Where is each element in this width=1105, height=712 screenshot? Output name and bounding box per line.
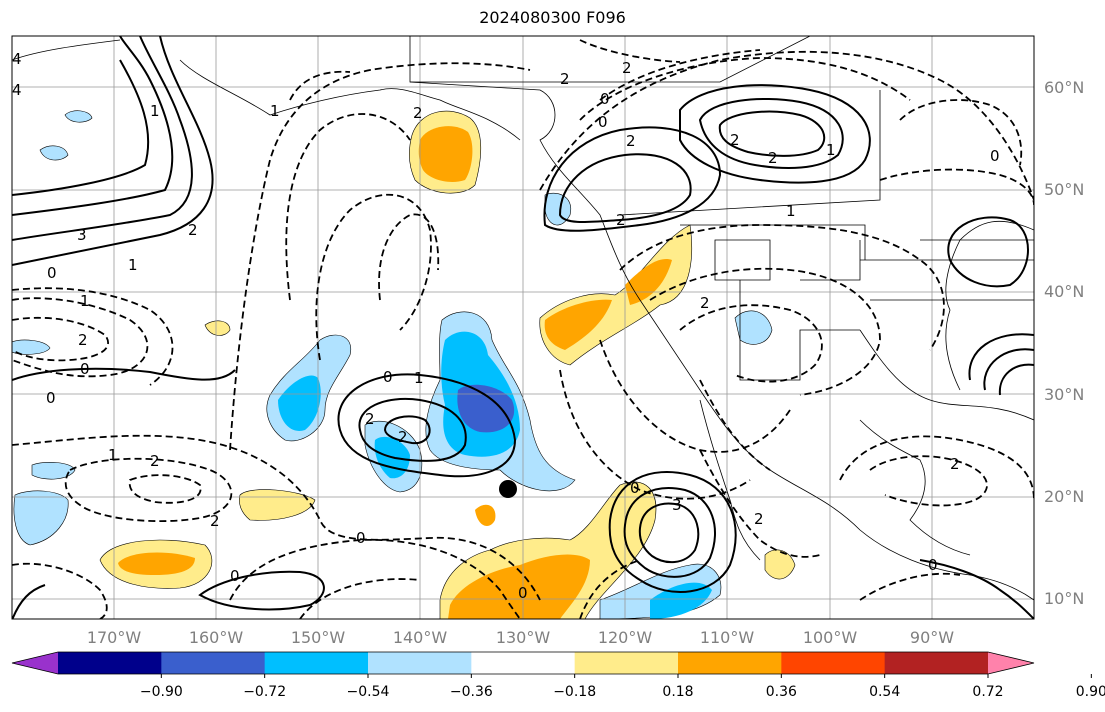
lat-label: 50°N <box>1044 180 1084 199</box>
lat-label: 60°N <box>1044 78 1084 97</box>
svg-text:0: 0 <box>80 360 90 378</box>
svg-text:2: 2 <box>950 455 960 473</box>
svg-text:0: 0 <box>598 113 608 131</box>
latitude-labels: 60°N 50°N 40°N 30°N 20°N 10°N <box>1044 78 1084 608</box>
colorbar-segment <box>368 652 472 674</box>
lat-label: 10°N <box>1044 589 1084 608</box>
lon-label: 140°W <box>393 628 448 647</box>
svg-text:2: 2 <box>622 59 632 77</box>
contour-lines <box>12 36 1034 619</box>
svg-text:1: 1 <box>150 102 160 120</box>
svg-text:0: 0 <box>46 389 56 407</box>
colorbar-tick-label: 0.72 <box>972 684 1003 700</box>
svg-text:0: 0 <box>356 529 366 547</box>
svg-text:2: 2 <box>730 131 740 149</box>
colorbar-tick-label: 0.90 <box>1076 684 1105 700</box>
svg-text:2: 2 <box>210 512 220 530</box>
lon-label: 150°W <box>291 628 346 647</box>
svg-text:3: 3 <box>672 496 682 514</box>
svg-text:0: 0 <box>600 90 610 108</box>
lat-label: 40°N <box>1044 282 1084 301</box>
colorbar-segment <box>781 652 886 674</box>
colorbar-segment <box>471 652 576 674</box>
colorbar-extend-low <box>12 652 58 674</box>
svg-text:0: 0 <box>990 147 1000 165</box>
svg-text:4: 4 <box>12 81 22 99</box>
svg-text:1: 1 <box>270 102 280 120</box>
colorbar <box>11 651 1035 675</box>
colorbar-tick-label: −0.18 <box>553 684 596 700</box>
colorbar-segment <box>574 652 679 674</box>
svg-text:2: 2 <box>365 410 375 428</box>
svg-text:2: 2 <box>626 132 636 150</box>
colorbar-tick-label: −0.72 <box>243 684 286 700</box>
colorbar-tick-label: −0.36 <box>450 684 493 700</box>
colorbar-segment <box>678 652 782 674</box>
svg-text:1: 1 <box>414 369 424 387</box>
colorbar-tick-label: 0.18 <box>662 684 693 700</box>
svg-text:0: 0 <box>383 368 393 386</box>
svg-text:0: 0 <box>47 264 57 282</box>
colorbar-segment <box>264 652 369 674</box>
map-frame <box>11 35 1035 620</box>
colorbar-tick-labels: −0.90 −0.72 −0.54 −0.36 −0.18 0.18 0.36 0.54 0.7… <box>140 674 1105 700</box>
svg-text:1: 1 <box>128 256 138 274</box>
graticule <box>12 36 1034 619</box>
longitude-labels: 170°W 160°W 150°W 140°W 130°W 120°W 110°… <box>87 628 954 647</box>
colorbar-segment <box>58 652 162 674</box>
svg-text:2: 2 <box>700 294 710 312</box>
lon-label: 120°W <box>598 628 653 647</box>
colorbar-segment <box>161 652 266 674</box>
lat-label: 30°N <box>1044 385 1084 404</box>
colorbar-extend-high <box>988 652 1034 674</box>
svg-text:2: 2 <box>754 510 764 528</box>
contour-labels: 4 4 0 0 2 3 1 2 2 0 1 2 1 1 2 0 2 2 2 2 … <box>12 50 1000 602</box>
svg-text:2: 2 <box>188 221 198 239</box>
lon-label: 110°W <box>700 628 755 647</box>
svg-text:1: 1 <box>80 292 90 310</box>
lon-label: 90°W <box>910 628 954 647</box>
svg-text:0: 0 <box>230 567 240 585</box>
svg-text:2: 2 <box>78 331 88 349</box>
lat-label: 20°N <box>1044 487 1084 506</box>
colorbar-segment <box>884 652 989 674</box>
lon-label: 130°W <box>496 628 551 647</box>
lon-label: 100°W <box>803 628 858 647</box>
svg-text:3: 3 <box>77 226 87 244</box>
lon-label: 160°W <box>189 628 244 647</box>
svg-text:1: 1 <box>826 141 836 159</box>
svg-text:1: 1 <box>786 202 796 220</box>
svg-text:0: 0 <box>928 556 938 574</box>
svg-text:2: 2 <box>150 452 160 470</box>
svg-text:4: 4 <box>12 50 22 68</box>
svg-text:0: 0 <box>518 584 528 602</box>
colorbar-tick-label: 0.54 <box>869 684 900 700</box>
svg-text:2: 2 <box>413 104 423 122</box>
lon-label: 170°W <box>87 628 142 647</box>
svg-text:1: 1 <box>108 446 118 464</box>
colorbar-tick-label: −0.90 <box>140 684 183 700</box>
colorbar-tick-label: −0.54 <box>347 684 390 700</box>
colorbar-tick-label: 0.36 <box>766 684 797 700</box>
svg-text:2: 2 <box>398 428 408 446</box>
svg-text:2: 2 <box>768 149 778 167</box>
svg-text:0: 0 <box>630 479 640 497</box>
coastlines <box>12 36 1034 601</box>
map-title: 2024080300 F096 <box>479 8 626 27</box>
svg-text:2: 2 <box>560 70 570 88</box>
storm-center-marker <box>499 480 517 498</box>
svg-text:2: 2 <box>616 211 626 229</box>
